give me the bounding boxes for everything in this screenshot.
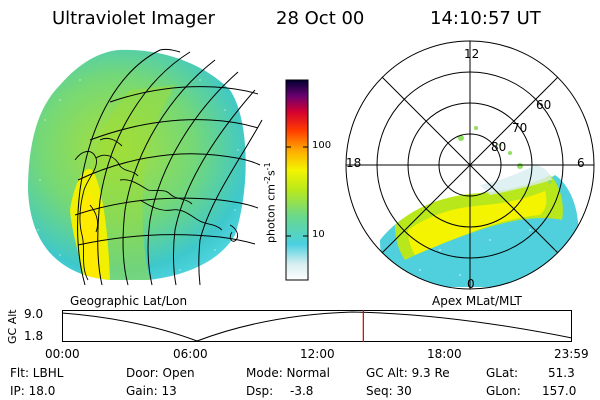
mlt-label-12: 12	[464, 47, 480, 61]
colorbar-unit-mid: s	[264, 170, 278, 177]
timeline-xtick-1: 06:00	[173, 347, 208, 361]
ip-info: IP: 18.0	[10, 384, 56, 398]
door-info: Door: Open	[126, 366, 195, 380]
orbit-altitude-timeline	[61, 310, 573, 342]
seq-info: Seq: 30	[366, 384, 412, 398]
mode-info: Mode: Normal	[246, 366, 330, 380]
mlat-label-60: 60	[536, 98, 552, 112]
glon-label: GLon:	[486, 384, 521, 398]
glat-value: 51.3	[548, 366, 575, 380]
colorbar-tick-100: 100	[312, 140, 332, 151]
timeline-ylabel: GC Alt	[6, 309, 19, 344]
colorbar-unit-exp1: -2	[263, 176, 272, 185]
gc-alt-info: GC Alt: 9.3 Re	[366, 366, 450, 380]
glat-label: GLat:	[486, 366, 519, 380]
time-label: 14:10:57 UT	[430, 8, 541, 29]
gain-info: Gain: 13	[126, 384, 177, 398]
mlat-label-80: 80	[491, 140, 507, 154]
mlt-label-0: 0	[467, 277, 475, 291]
glon-value: 157.0	[542, 384, 577, 398]
mlt-label-6: 6	[577, 156, 585, 170]
mlt-label-18: 18	[346, 156, 362, 170]
timeline-xtick-4: 23:59	[554, 347, 589, 361]
colorbar-unit-exp2: -1	[263, 162, 272, 171]
timeline-xtick-3: 18:00	[427, 347, 462, 361]
timeline-xtick-2: 12:00	[300, 347, 335, 361]
geographic-globe-image	[28, 48, 263, 286]
mlat-label-70: 70	[512, 121, 528, 135]
date-label: 28 Oct 00	[276, 8, 365, 29]
left-panel-caption: Geographic Lat/Lon	[70, 294, 188, 308]
timeline-ytick-high: 9.0	[24, 307, 44, 321]
filter-info: Flt: LBHL	[10, 366, 64, 380]
right-panel-caption: Apex MLat/MLT	[432, 294, 522, 308]
magnetic-polar-plot	[345, 40, 595, 290]
timeline-ytick-low: 1.8	[24, 329, 44, 343]
dsp-info-label: Dsp:	[246, 384, 274, 398]
timeline-xtick-0: 00:00	[45, 347, 80, 361]
colorbar-unit-text: photon cm	[264, 184, 278, 243]
colorbar-tick-10: 10	[312, 229, 325, 240]
dsp-info-value: -3.8	[290, 384, 314, 398]
instrument-title: Ultraviolet Imager	[52, 8, 215, 29]
colorbar	[285, 79, 309, 281]
colorbar-unit-label: photon cm-2s-1	[263, 162, 278, 243]
orbit-altitude-curve	[61, 311, 573, 342]
